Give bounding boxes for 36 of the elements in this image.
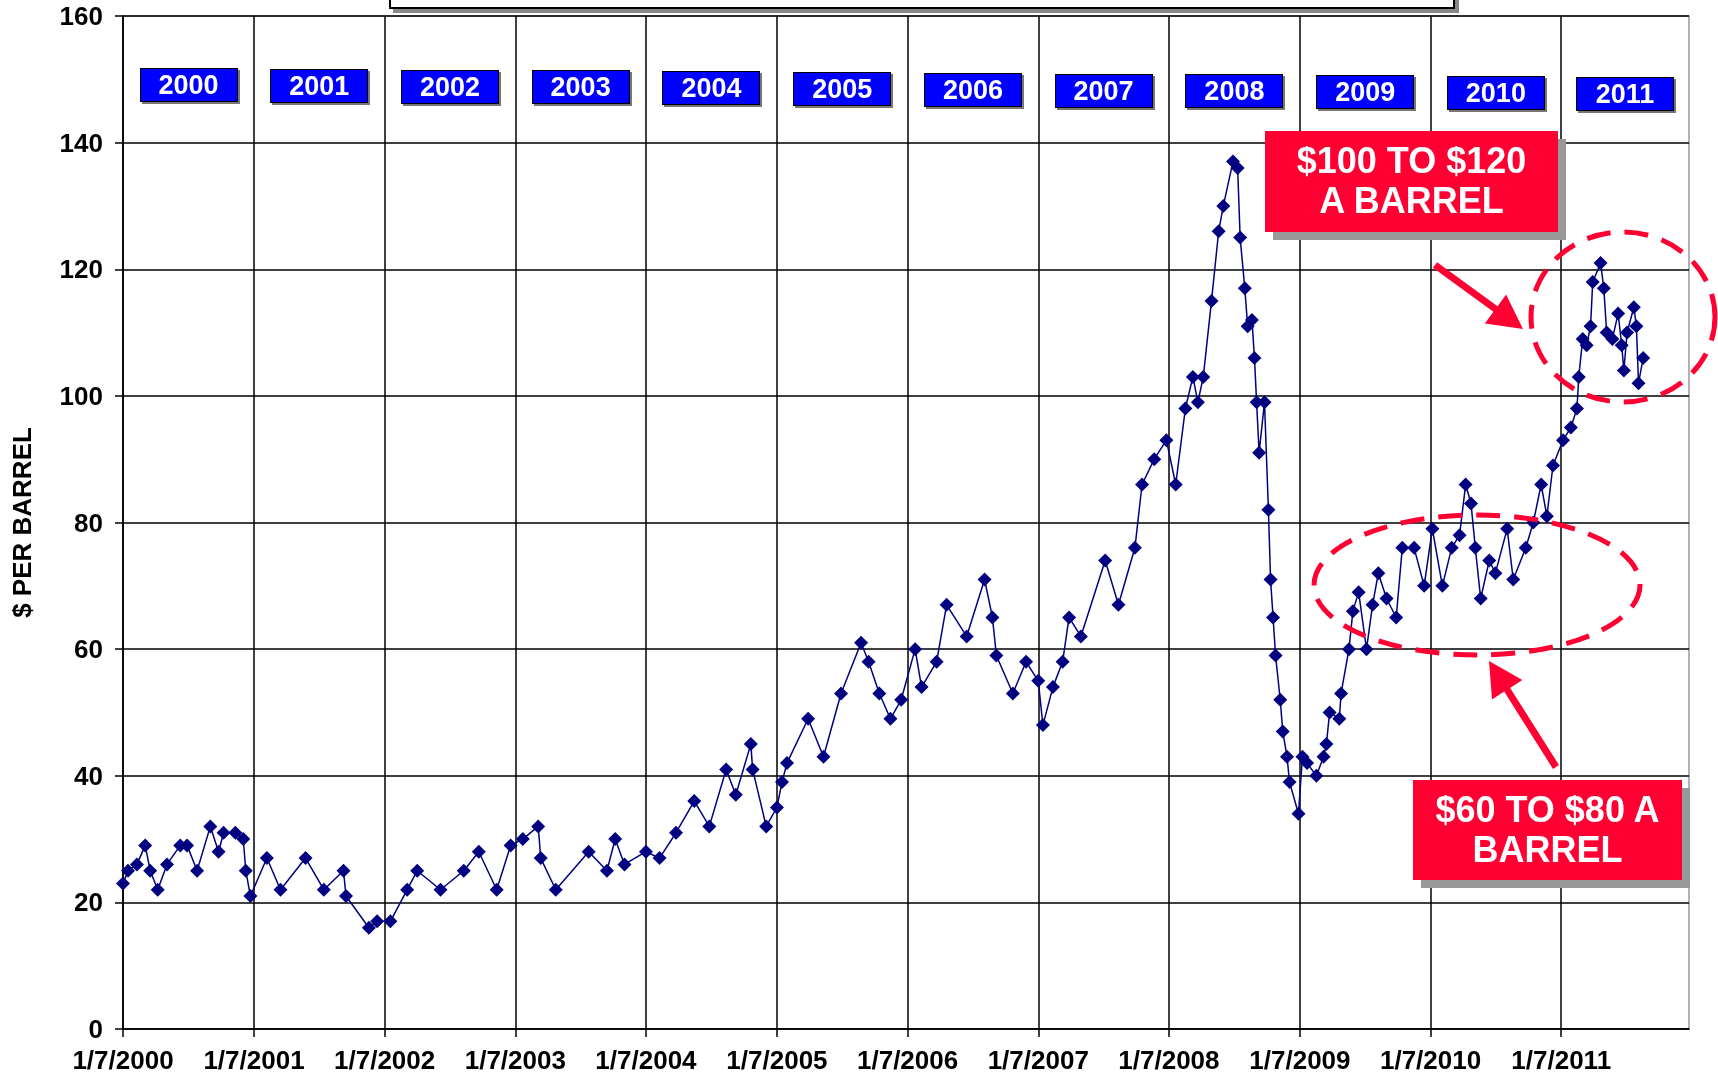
y-tick-label: 60 [74,634,103,665]
annotation: 2005 [793,72,892,106]
annotation: 2009 [1316,75,1415,109]
annotation: 2007 [1054,74,1153,108]
x-tick-label: 1/7/2004 [595,1045,698,1075]
y-tick-label: 20 [74,887,103,918]
x-tick-label: 1/7/2009 [1249,1045,1351,1075]
annotation: 2006 [923,73,1022,107]
annotation: $60 TO $80 A BARREL [1413,780,1682,880]
y-axis-title: $ PER BARREL [7,427,37,618]
annotation: 2001 [270,69,369,103]
x-tick-label: 1/7/2010 [1379,1045,1482,1075]
y-tick-label: 100 [59,380,103,411]
annotation: 2008 [1185,74,1284,108]
annotation: 2011 [1576,77,1675,111]
annotation: $100 TO $120 A BARREL [1265,131,1558,232]
x-tick-label: 1/7/2008 [1118,1045,1220,1075]
y-tick-label: 140 [59,127,103,158]
x-tick-label: 1/7/2006 [857,1045,959,1075]
x-tick-label: 1/7/2003 [464,1045,566,1075]
y-tick-label: 40 [74,760,103,791]
x-tick-label: 1/7/2001 [203,1045,305,1075]
y-tick-label: 160 [59,1,103,31]
annotation: 2004 [662,71,761,105]
annotation: 2010 [1446,76,1545,110]
y-tick-label: 0 [88,1014,103,1044]
y-tick-label: 80 [74,507,103,538]
x-tick-label: 1/7/2002 [334,1045,436,1075]
y-tick-label: 120 [59,254,103,285]
x-tick-label: 1/7/2007 [987,1045,1089,1075]
x-tick-label: 1/7/2005 [726,1045,828,1075]
x-tick-label: 1/7/2000 [72,1045,174,1075]
annotation: 2003 [531,70,630,104]
annotation: 2002 [400,70,499,104]
annotation: 2000 [139,68,238,102]
x-tick-label: 1/7/2011 [1511,1045,1612,1075]
